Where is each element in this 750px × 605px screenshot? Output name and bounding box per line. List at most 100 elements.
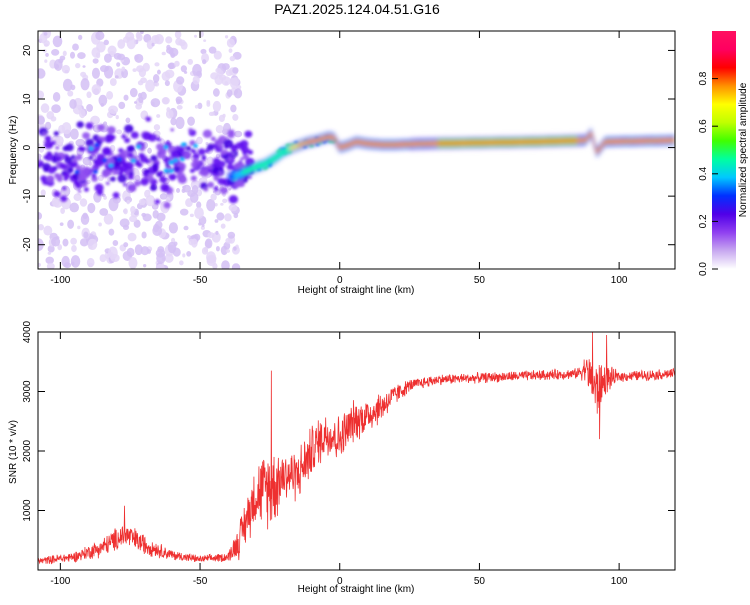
noise-blob bbox=[214, 219, 219, 223]
noise-blob bbox=[206, 101, 211, 107]
noise-blob bbox=[141, 231, 147, 239]
noise-blob bbox=[126, 200, 130, 205]
energy-blob bbox=[195, 160, 201, 166]
energy-hotspot bbox=[108, 163, 114, 168]
spectrogram-y-tick-label: 10 bbox=[22, 93, 33, 105]
spectrogram-x-tick-label: -100 bbox=[50, 275, 70, 286]
noise-blob bbox=[176, 187, 181, 193]
noise-blob bbox=[62, 238, 69, 247]
noise-blob bbox=[231, 263, 241, 269]
noise-blob bbox=[87, 202, 96, 214]
energy-blob bbox=[159, 176, 167, 184]
noise-blob bbox=[157, 69, 161, 75]
noise-blob bbox=[73, 193, 82, 202]
noise-blob bbox=[147, 249, 151, 254]
energy-blob bbox=[38, 159, 41, 164]
noise-blob bbox=[70, 84, 76, 91]
noise-blob bbox=[95, 31, 105, 41]
noise-blob bbox=[162, 97, 169, 105]
noise-blob bbox=[224, 35, 229, 39]
noise-blob bbox=[208, 46, 217, 54]
noise-blob bbox=[43, 225, 53, 236]
noise-blob bbox=[183, 225, 189, 231]
snr-x-tick-label: 50 bbox=[474, 576, 486, 587]
noise-blob bbox=[191, 184, 199, 195]
noise-blob bbox=[115, 115, 119, 120]
noise-blob bbox=[164, 253, 174, 263]
noise-blob bbox=[229, 77, 239, 89]
noise-blob bbox=[101, 193, 106, 197]
noise-blob bbox=[206, 254, 217, 264]
noise-blob bbox=[134, 53, 144, 63]
noise-blob bbox=[187, 58, 194, 65]
noise-blob bbox=[161, 71, 171, 82]
noise-blob bbox=[182, 185, 186, 189]
energy-blob bbox=[213, 186, 219, 192]
noise-blob bbox=[123, 94, 129, 101]
noise-blob bbox=[222, 113, 226, 118]
energy-hotspot bbox=[180, 142, 186, 147]
noise-blob bbox=[38, 145, 45, 153]
noise-blob bbox=[51, 197, 60, 207]
noise-blob bbox=[112, 240, 119, 247]
energy-hotspot bbox=[102, 158, 108, 163]
energy-blob bbox=[201, 156, 207, 161]
noise-blob bbox=[228, 48, 233, 53]
energy-blob bbox=[213, 175, 220, 181]
noise-blob bbox=[38, 212, 43, 220]
energy-blob bbox=[231, 152, 236, 156]
noise-blob bbox=[47, 245, 55, 253]
noise-blob bbox=[139, 31, 144, 35]
energy-hotspot bbox=[136, 144, 142, 149]
energy-blob bbox=[244, 130, 253, 138]
noise-blob bbox=[155, 263, 165, 269]
noise-blob bbox=[170, 117, 177, 126]
noise-blob bbox=[53, 59, 63, 71]
energy-blob bbox=[76, 121, 84, 128]
noise-blob bbox=[61, 64, 71, 74]
noise-blob bbox=[97, 174, 104, 182]
noise-blob bbox=[150, 98, 161, 108]
energy-blob bbox=[127, 174, 134, 180]
noise-blob bbox=[186, 251, 192, 257]
energy-blob bbox=[81, 166, 91, 176]
energy-blob bbox=[99, 136, 107, 142]
noise-blob bbox=[217, 69, 224, 77]
noise-blob bbox=[225, 249, 231, 253]
noise-blob bbox=[121, 66, 126, 72]
energy-blob bbox=[47, 166, 56, 174]
noise-blob bbox=[80, 71, 87, 77]
noise-blob bbox=[92, 58, 99, 64]
energy-blob bbox=[54, 151, 59, 156]
spectrogram-heatmap bbox=[38, 31, 675, 269]
noise-blob bbox=[70, 237, 77, 245]
noise-blob bbox=[233, 88, 243, 99]
noise-blob bbox=[127, 232, 137, 242]
noise-blob bbox=[174, 60, 180, 67]
noise-blob bbox=[54, 135, 64, 146]
noise-blob bbox=[165, 197, 171, 202]
energy-blob bbox=[133, 180, 141, 187]
snr-x-tick-label: 0 bbox=[337, 576, 343, 587]
snr-x-axis-label: Height of straight line (km) bbox=[298, 584, 415, 595]
energy-blob bbox=[203, 187, 209, 192]
noise-blob bbox=[152, 225, 163, 237]
noise-blob bbox=[46, 262, 55, 269]
noise-blob bbox=[114, 75, 119, 79]
noise-blob bbox=[82, 212, 88, 220]
noise-blob bbox=[226, 38, 236, 48]
energy-blob bbox=[85, 138, 95, 147]
noise-blob bbox=[165, 36, 173, 44]
noise-blob bbox=[38, 68, 46, 79]
noise-blob bbox=[222, 128, 230, 135]
noise-blob bbox=[79, 198, 88, 207]
noise-blob bbox=[206, 156, 214, 166]
energy-blob bbox=[91, 173, 97, 178]
energy-blob bbox=[163, 201, 171, 209]
noise-blob bbox=[215, 230, 219, 235]
noise-blob bbox=[234, 130, 243, 138]
noise-blob bbox=[91, 67, 101, 79]
energy-blob bbox=[152, 167, 159, 173]
